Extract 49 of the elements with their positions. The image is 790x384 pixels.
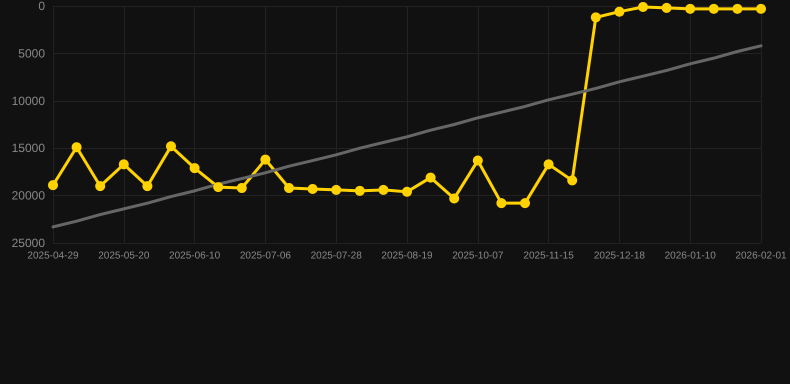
point: [520, 198, 530, 208]
point: [378, 184, 388, 195]
point: [331, 184, 342, 195]
point: [308, 184, 318, 194]
x-tick-label: 2025-10-07: [452, 250, 504, 262]
point: [590, 12, 601, 22]
y-tick-label: 10000: [12, 94, 46, 108]
point: [72, 142, 82, 152]
point: [354, 186, 365, 196]
point: [190, 163, 200, 174]
x-tick-label: 2026-02-01: [735, 250, 788, 262]
y-tick-label: 0: [38, 0, 46, 13]
x-tick-label: 2026-01-10: [664, 250, 716, 262]
line-series: [52, 44, 762, 228]
point: [756, 4, 766, 14]
point: [48, 180, 58, 190]
point: [685, 4, 696, 14]
x-tick-label: 2025-08-19: [381, 250, 434, 262]
point: [544, 159, 554, 170]
point: [708, 4, 719, 14]
point: [95, 181, 106, 192]
y-tick-label: 20000: [12, 188, 46, 203]
y-tick-label: 25000: [12, 236, 46, 250]
x-tick-label: 2025-07-28: [310, 250, 362, 262]
point: [614, 6, 624, 17]
point: [284, 183, 294, 194]
x-tick-label: 2025-07-06: [240, 250, 292, 262]
y-tick-label: 5000: [18, 46, 46, 60]
point: [236, 183, 247, 194]
point: [638, 2, 648, 12]
point: [260, 154, 270, 165]
x-tick-label: 2025-04-29: [27, 250, 80, 262]
point: [567, 175, 578, 186]
point: [426, 172, 436, 183]
point: [118, 159, 129, 170]
point: [662, 2, 672, 13]
x-tick-label: 2025-05-20: [98, 250, 150, 262]
y-tick-label: 15000: [12, 141, 46, 156]
x-tick-label: 2025-11-15: [523, 250, 574, 262]
point: [166, 141, 176, 152]
x-tick-label: 2025-12-18: [594, 250, 646, 262]
point: [732, 4, 742, 14]
point: [496, 198, 506, 208]
point: [142, 181, 152, 192]
point: [472, 156, 483, 166]
point: [449, 193, 460, 204]
point: [213, 182, 224, 192]
x-tick-label: 2025-06-10: [169, 250, 221, 262]
point: [402, 186, 412, 197]
